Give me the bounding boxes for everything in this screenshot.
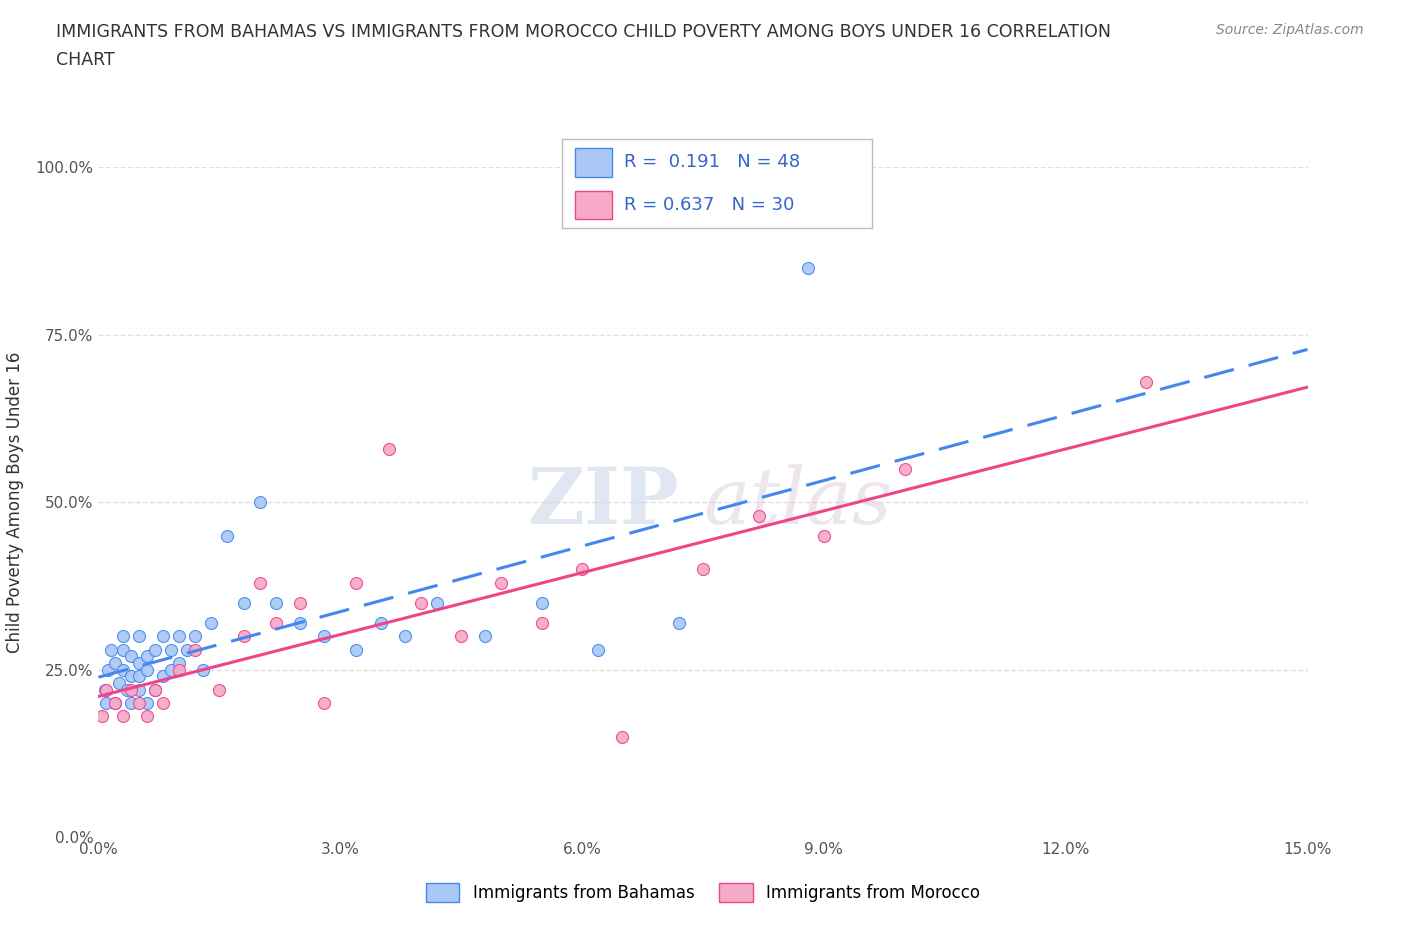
Point xyxy=(96,696,118,711)
Point xyxy=(586,642,609,657)
Text: Source: ZipAtlas.com: Source: ZipAtlas.com xyxy=(1216,23,1364,37)
Point xyxy=(530,616,553,631)
Point xyxy=(314,629,336,644)
Point xyxy=(103,696,125,711)
Text: ZIP: ZIP xyxy=(527,464,679,540)
Point xyxy=(571,562,593,577)
Text: R =  0.191   N = 48: R = 0.191 N = 48 xyxy=(624,153,800,171)
Point xyxy=(94,683,117,698)
Point xyxy=(96,683,118,698)
Point xyxy=(232,595,254,610)
Point xyxy=(200,616,222,631)
Point xyxy=(264,595,287,610)
Point xyxy=(128,656,150,671)
Point xyxy=(264,616,287,631)
Point xyxy=(668,616,690,631)
Point xyxy=(232,629,254,644)
Point xyxy=(176,642,198,657)
Point xyxy=(152,669,174,684)
Text: atlas: atlas xyxy=(703,464,891,540)
Point xyxy=(143,642,166,657)
Point xyxy=(491,575,513,590)
Point xyxy=(128,669,150,684)
Point xyxy=(612,729,634,744)
Point xyxy=(135,709,157,724)
Point xyxy=(249,575,271,590)
Point xyxy=(128,696,150,711)
Point xyxy=(893,461,915,476)
Bar xyxy=(575,191,612,219)
Point xyxy=(120,696,142,711)
Point xyxy=(111,629,134,644)
Point xyxy=(120,649,142,664)
Legend: Immigrants from Bahamas, Immigrants from Morocco: Immigrants from Bahamas, Immigrants from… xyxy=(419,876,987,909)
Point xyxy=(184,629,207,644)
Point xyxy=(409,595,432,610)
Point xyxy=(748,508,770,523)
Point xyxy=(344,575,367,590)
Point xyxy=(152,629,174,644)
Point xyxy=(288,616,311,631)
Point xyxy=(377,441,399,456)
Point xyxy=(135,649,157,664)
Point xyxy=(135,696,157,711)
Point xyxy=(107,675,129,690)
Point xyxy=(394,629,416,644)
Point xyxy=(167,656,190,671)
Text: R = 0.637   N = 30: R = 0.637 N = 30 xyxy=(624,196,794,214)
Y-axis label: Child Poverty Among Boys Under 16: Child Poverty Among Boys Under 16 xyxy=(7,352,24,653)
Point xyxy=(1135,374,1157,389)
Point xyxy=(344,642,367,657)
Point xyxy=(143,683,166,698)
Point xyxy=(797,260,820,275)
Point xyxy=(111,662,134,677)
Text: CHART: CHART xyxy=(56,51,115,69)
Point xyxy=(152,696,174,711)
Point xyxy=(217,528,239,543)
Point xyxy=(370,616,392,631)
Point xyxy=(97,662,120,677)
Point xyxy=(115,683,138,698)
Bar xyxy=(575,148,612,177)
Point xyxy=(167,629,190,644)
Point xyxy=(128,683,150,698)
Point xyxy=(692,562,714,577)
Point xyxy=(813,528,835,543)
Point xyxy=(120,683,142,698)
Point xyxy=(288,595,311,610)
Point xyxy=(111,642,134,657)
Point xyxy=(474,629,496,644)
Point xyxy=(160,662,183,677)
Point xyxy=(91,709,114,724)
Point xyxy=(100,642,122,657)
Point xyxy=(103,696,125,711)
Point xyxy=(249,495,271,510)
Point xyxy=(530,595,553,610)
Point xyxy=(193,662,215,677)
Point xyxy=(111,709,134,724)
Point xyxy=(103,656,125,671)
Point xyxy=(426,595,449,610)
Point xyxy=(167,662,190,677)
Point xyxy=(314,696,336,711)
Point xyxy=(450,629,472,644)
Point xyxy=(208,683,231,698)
Point xyxy=(120,669,142,684)
Point xyxy=(135,662,157,677)
Point xyxy=(143,683,166,698)
Text: IMMIGRANTS FROM BAHAMAS VS IMMIGRANTS FROM MOROCCO CHILD POVERTY AMONG BOYS UNDE: IMMIGRANTS FROM BAHAMAS VS IMMIGRANTS FR… xyxy=(56,23,1111,41)
Point xyxy=(184,642,207,657)
Point xyxy=(160,642,183,657)
Point xyxy=(128,629,150,644)
